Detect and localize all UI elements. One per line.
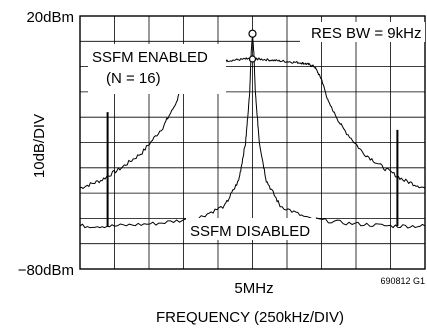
ssfm-disabled-box xyxy=(186,218,316,240)
ssfm-enabled-label: SSFM ENABLED xyxy=(92,49,208,66)
x-center-label: 5MHz xyxy=(234,280,273,297)
disabled-peak-marker xyxy=(248,29,257,38)
plot-frame xyxy=(79,15,426,270)
y-bottom-label: −80dBm xyxy=(18,262,74,279)
y-axis-title: 10dB/DIV xyxy=(31,114,48,178)
ssfm-disabled-label: SSFM DISABLED xyxy=(190,223,310,240)
enabled-peak-marker xyxy=(248,55,257,63)
y-top-label: 20dBm xyxy=(26,9,74,26)
res-bw-label: RES BW = 9kHz xyxy=(311,25,421,42)
x-axis-title: FREQUENCY (250kHz/DIV) xyxy=(156,309,344,326)
ssfm-n-label: (N = 16) xyxy=(106,70,161,87)
figure-id: 690812 G1 xyxy=(380,276,425,286)
ssfm-enabled-box xyxy=(88,44,226,94)
res-bw-box xyxy=(300,22,425,42)
